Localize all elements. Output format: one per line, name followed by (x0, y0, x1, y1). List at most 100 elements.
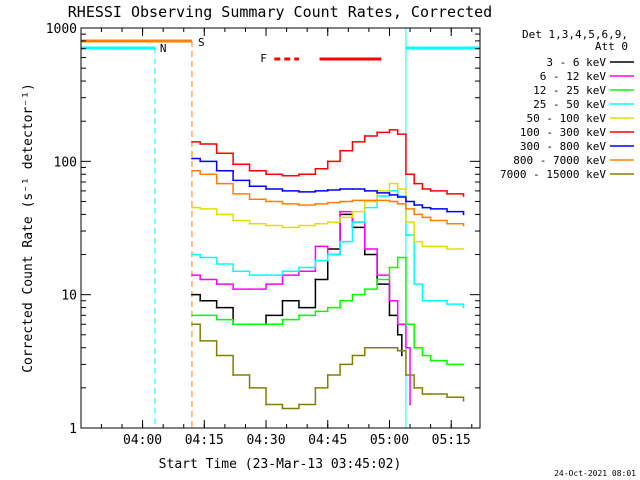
x-tick-label: 05:15 (432, 433, 471, 448)
data-point (314, 202, 317, 205)
x-tick-label: 04:45 (308, 433, 347, 448)
data-point (413, 386, 416, 389)
data-point (199, 299, 202, 302)
data-point (314, 245, 317, 248)
data-point (298, 314, 300, 317)
data-point (462, 399, 465, 402)
data-point (281, 190, 284, 192)
data-point (191, 206, 193, 209)
data-point (191, 293, 193, 296)
data-point (388, 194, 391, 196)
data-point (232, 270, 235, 273)
data-point (446, 248, 448, 250)
data-point (232, 163, 235, 166)
data-point (265, 314, 267, 317)
data-point (363, 199, 366, 202)
data-point (281, 407, 284, 410)
data-point (363, 288, 366, 291)
data-point (462, 363, 465, 366)
data-point (446, 396, 448, 399)
data-point (191, 274, 193, 277)
data-point (376, 346, 379, 349)
data-point (396, 349, 399, 352)
data-point (462, 195, 465, 197)
data-point (265, 173, 267, 176)
data-point (215, 169, 218, 172)
data-point (281, 318, 284, 321)
series-lines (191, 129, 465, 410)
data-point (298, 204, 300, 206)
data-point (326, 221, 329, 224)
series-line-3 (191, 190, 465, 308)
data-point (421, 299, 424, 302)
data-point (232, 374, 235, 376)
data-point (376, 278, 379, 281)
data-point (376, 191, 379, 194)
data-point (429, 359, 432, 362)
data-point (314, 386, 317, 389)
data-point (191, 253, 193, 256)
legend-label: 12 - 25 keV (533, 84, 606, 97)
data-point (421, 216, 424, 219)
data-point (429, 190, 432, 192)
data-point (388, 299, 391, 302)
data-point (388, 182, 391, 185)
data-point (409, 403, 411, 406)
data-point (326, 160, 329, 163)
data-point (248, 386, 251, 389)
data-point (388, 346, 391, 349)
data-point (232, 192, 235, 195)
data-point (363, 135, 366, 137)
data-point (462, 248, 465, 250)
data-point (298, 173, 300, 176)
data-point (446, 303, 448, 305)
legend-header: Att 0 (595, 40, 628, 53)
data-point (199, 160, 202, 163)
data-point (314, 310, 317, 313)
data-point (462, 213, 465, 216)
data-point (265, 200, 267, 203)
series-line-6 (191, 157, 465, 215)
data-point (326, 201, 329, 204)
data-point (248, 169, 251, 172)
data-point (281, 299, 284, 302)
data-point (462, 224, 465, 227)
data-point (248, 185, 251, 188)
data-point (232, 288, 235, 291)
y-tick-label: 1 (69, 422, 77, 437)
data-point (339, 149, 341, 152)
legend-label: 300 - 800 keV (520, 140, 606, 153)
data-point (191, 169, 193, 172)
data-point (339, 240, 341, 243)
data-point (413, 346, 416, 349)
x-tick-label: 05:00 (370, 433, 409, 448)
data-point (265, 188, 267, 190)
data-point (376, 131, 379, 134)
data-point (462, 306, 465, 309)
data-point (298, 190, 300, 193)
data-point (388, 129, 391, 131)
x-tick-label: 04:15 (185, 433, 224, 448)
legend-label: 6 - 12 keV (540, 70, 607, 83)
data-point (396, 133, 399, 136)
data-point (376, 274, 379, 277)
data-point (281, 226, 284, 229)
data-point (363, 253, 366, 256)
data-point (199, 143, 202, 145)
data-point (248, 274, 251, 277)
data-point (363, 248, 366, 250)
data-point (215, 318, 218, 321)
y-axis-label: Corrected Count Rate (s⁻¹ detector⁻¹) (21, 83, 36, 373)
data-point (191, 140, 193, 143)
data-point (429, 245, 432, 248)
data-point (339, 188, 341, 190)
data-point (215, 213, 218, 216)
data-point (215, 152, 218, 155)
data-point (199, 314, 202, 317)
data-point (248, 288, 251, 291)
data-point (199, 340, 202, 342)
data-point (405, 207, 407, 210)
data-point (199, 207, 202, 210)
data-point (413, 182, 416, 185)
